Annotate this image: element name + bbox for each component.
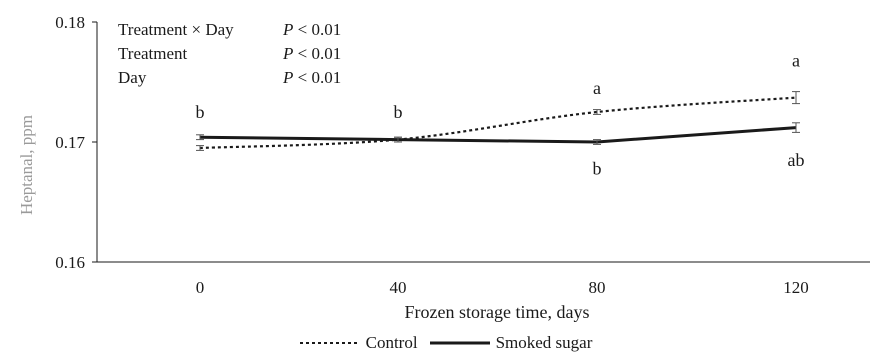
legend-swatch-dotted <box>299 342 360 344</box>
x-tick-label: 0 <box>196 278 205 297</box>
stat-label: Treatment <box>118 44 188 63</box>
error-bar <box>593 139 601 145</box>
legend-label-smoked-sugar: Smoked sugar <box>495 333 593 352</box>
error-bar <box>792 91 800 105</box>
series-line-control <box>199 96 797 150</box>
series-line-smoked-sugar <box>199 126 797 144</box>
significance-letter: ab <box>788 150 805 170</box>
error-bar <box>593 109 601 115</box>
error-bar <box>394 136 402 143</box>
stat-p-value: P < 0.01 <box>283 20 342 39</box>
y-tick-label: 0.18 <box>55 13 85 32</box>
legend-item-control: Control <box>298 333 418 353</box>
stat-label: Day <box>118 68 147 87</box>
significance-letter: a <box>792 50 800 70</box>
error-bar <box>196 134 204 141</box>
y-axis-label: Heptanal, ppm <box>17 115 36 215</box>
y-tick-label: 0.17 <box>55 133 85 152</box>
x-tick-label: 40 <box>390 278 407 297</box>
series-layer <box>196 91 800 151</box>
x-axis-label: Frozen storage time, days <box>405 302 590 322</box>
legend-swatch-solid <box>429 341 490 345</box>
error-bar <box>792 122 800 133</box>
legend: Control Smoked sugar <box>0 330 890 356</box>
legend-label-control: Control <box>365 333 418 352</box>
legend-item-smoked-sugar: Smoked sugar <box>428 333 593 353</box>
significance-letter: a <box>593 78 601 98</box>
significance-letter: b <box>394 102 403 122</box>
significance-letter: b <box>196 102 205 122</box>
tick-labels: 0.16 0.17 0.18 0 40 80 120 <box>55 13 809 297</box>
y-tick-label: 0.16 <box>55 253 85 272</box>
stat-p-value: P < 0.01 <box>283 68 342 87</box>
stat-label: Treatment × Day <box>118 20 234 39</box>
x-tick-label: 80 <box>589 278 606 297</box>
x-tick-label: 120 <box>783 278 809 297</box>
stat-p-value: P < 0.01 <box>283 44 342 63</box>
error-bar <box>196 145 204 151</box>
significance-letter: b <box>593 158 602 178</box>
